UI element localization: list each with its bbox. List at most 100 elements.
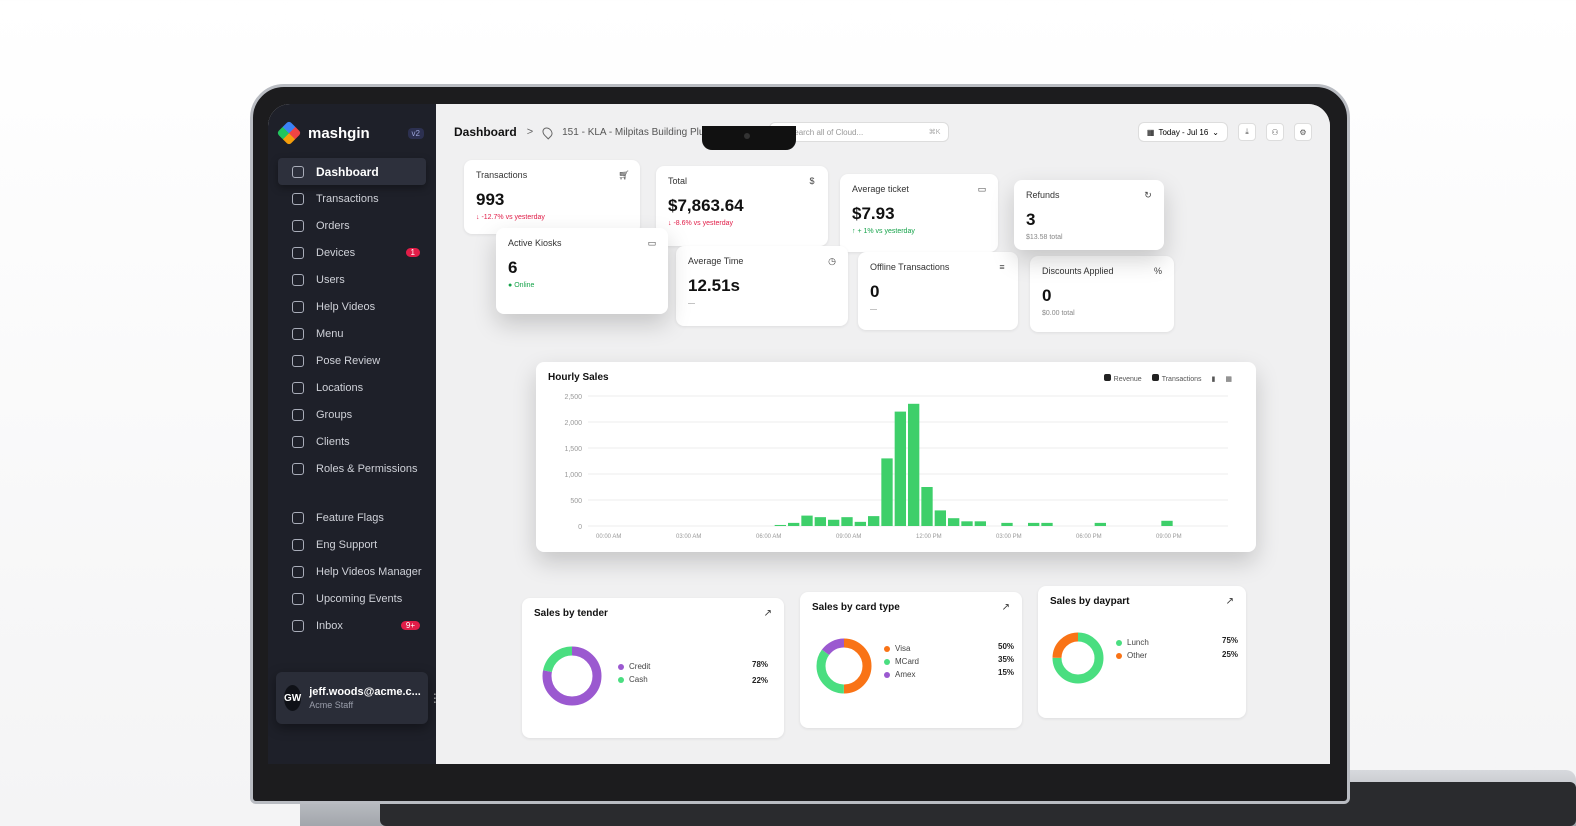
arrow-up-icon: ↑: [852, 228, 858, 235]
sidebar-item-clients[interactable]: Clients: [278, 428, 436, 455]
legend-label: Revenue: [1113, 376, 1142, 383]
video-icon: [292, 565, 304, 578]
clock-icon: ◷: [828, 256, 836, 266]
chart-bar[interactable]: [828, 519, 840, 526]
date-range-picker[interactable]: ▦ Today - Jul 16 ⌄: [1137, 122, 1228, 142]
tender-pct-cash: 22%: [752, 676, 769, 685]
sidebar-item-upcoming-events[interactable]: Upcoming Events: [278, 585, 436, 612]
chart-bar[interactable]: [1001, 522, 1013, 526]
chart-bar[interactable]: [854, 521, 866, 526]
sidebar-item-pose-review[interactable]: Pose Review: [278, 347, 436, 374]
chart-bar[interactable]: [974, 521, 986, 526]
daypart-pct-other: 25%: [1222, 650, 1239, 659]
user-card[interactable]: GW jeff.woods@acme.c... Acme Staff ⋮: [276, 672, 441, 724]
chart-bar[interactable]: [774, 524, 786, 526]
sidebar-item-roles-permissions[interactable]: Roles & Permissions: [278, 455, 436, 482]
sidebar-item-users[interactable]: Users: [278, 266, 436, 293]
sidebar-item-locations[interactable]: Locations: [278, 374, 436, 401]
donut-slice-mcard[interactable]: [816, 638, 872, 694]
legend-label: Amex: [895, 670, 916, 679]
chart-bar[interactable]: [908, 403, 920, 526]
kpi-total[interactable]: Total $ $7,863.64 ↓ -8.6% vs yesterday: [656, 166, 828, 246]
donut-slice-amex[interactable]: [816, 638, 872, 694]
settings-button[interactable]: ⚙: [1294, 123, 1312, 141]
legend-item: Cash: [618, 673, 650, 686]
gear-icon: ⚙: [1299, 127, 1307, 137]
legend-transactions[interactable]: Transactions: [1151, 374, 1202, 383]
search-input[interactable]: ⌕ Search all of Cloud... ⌘K: [769, 122, 950, 142]
external-link-icon[interactable]: ↗: [1001, 602, 1010, 613]
percent-icon: %: [1153, 266, 1162, 276]
kpi-delta: -8.6% vs yesterday: [673, 220, 733, 227]
legend-item: Amex: [884, 668, 919, 681]
sidebar-item-orders[interactable]: Orders: [278, 212, 436, 239]
tender-legend: Credit Cash: [618, 660, 650, 686]
search-shortcut: ⌘K: [928, 129, 941, 136]
sidebar-item-groups[interactable]: Groups: [278, 401, 436, 428]
donut-slice-cash[interactable]: [542, 646, 602, 706]
sidebar-item-inbox[interactable]: Inbox 9+: [278, 612, 436, 639]
chart-bar[interactable]: [1028, 522, 1040, 526]
download-button[interactable]: ⤓: [1238, 123, 1256, 141]
laptop-icon: [292, 246, 304, 259]
sidebar-item-label: Feature Flags: [316, 511, 384, 524]
sidebar-item-label: Groups: [316, 408, 353, 421]
bar-chart-icon[interactable]: ▮: [1211, 375, 1216, 383]
chart-bar[interactable]: [788, 522, 800, 526]
kpi-active-kiosks[interactable]: Active Kiosks ▭ 6 ● Online: [496, 228, 668, 314]
legend-item: Visa: [884, 642, 919, 655]
kpi-transactions[interactable]: Transactions 🛒︎ 993 ↓ -12.7% vs yesterda…: [464, 160, 640, 234]
donut-slice-other[interactable]: [1052, 632, 1104, 684]
chart-bar[interactable]: [841, 517, 853, 526]
sidebar-item-transactions[interactable]: Transactions: [278, 185, 436, 212]
chart-bar[interactable]: [921, 487, 933, 526]
external-link-icon[interactable]: ↗: [763, 608, 772, 619]
kpi-title: Average ticket: [852, 184, 909, 194]
chart-bar[interactable]: [961, 521, 973, 526]
sidebar-item-dashboard[interactable]: Dashboard: [278, 158, 426, 185]
kpi-value: 12.51s: [688, 276, 740, 295]
sidebar-item-menu[interactable]: Menu: [278, 320, 436, 347]
users-button[interactable]: ⚇: [1266, 123, 1284, 141]
x-tick-label: 12:00 PM: [916, 534, 942, 540]
breadcrumb-dashboard[interactable]: Dashboard: [454, 125, 517, 139]
dollar-icon: $: [809, 176, 815, 186]
x-tick-label: 06:00 AM: [756, 534, 781, 540]
chart-bar[interactable]: [934, 510, 946, 526]
sidebar-item-devices[interactable]: Devices 1: [278, 239, 436, 266]
sidebar-item-help-videos[interactable]: Help Videos: [278, 293, 436, 320]
kpi-title: Discounts Applied: [1042, 266, 1114, 276]
daypart-legend: Lunch Other: [1116, 636, 1149, 662]
kpi-offline-transactions[interactable]: Offline Transactions ≡ 0 —: [858, 252, 1018, 330]
sidebar-item-help-videos-manager[interactable]: Help Videos Manager: [278, 558, 436, 585]
chart-bar[interactable]: [868, 516, 880, 526]
kpi-average-ticket[interactable]: Average ticket ▭ $7.93 ↑ + 1% vs yesterd…: [840, 174, 998, 252]
brand[interactable]: mashgin v2: [276, 120, 436, 146]
tender-donut-chart: [542, 646, 602, 706]
chart-bar[interactable]: [801, 515, 813, 526]
table-icon[interactable]: ▦: [1225, 375, 1232, 383]
chart-bar[interactable]: [814, 517, 826, 526]
chart-bar[interactable]: [1161, 520, 1173, 526]
kpi-average-time[interactable]: Average Time ◷ 12.51s —: [676, 246, 848, 326]
receipt-icon: [292, 192, 304, 205]
avatar: GW: [284, 685, 302, 711]
chart-bar[interactable]: [1041, 522, 1053, 526]
breadcrumb-location[interactable]: 151 - KLA - Milpitas Building Plus: [562, 126, 710, 138]
chart-bar[interactable]: [948, 518, 960, 526]
sidebar-item-label: Roles & Permissions: [316, 462, 418, 475]
external-link-icon[interactable]: ↗: [1225, 596, 1234, 607]
arrow-down-icon: ↓: [668, 220, 674, 227]
legend-revenue[interactable]: Revenue: [1103, 374, 1142, 383]
chart-bar[interactable]: [881, 458, 893, 526]
chart-bar[interactable]: [1094, 522, 1106, 526]
legend-dot-icon: [884, 658, 890, 665]
checkbox-icon: [1151, 374, 1159, 381]
sidebar-item-feature-flags[interactable]: Feature Flags: [278, 504, 436, 531]
kpi-refunds[interactable]: Refunds ↻ 3 $13.58 total: [1014, 180, 1164, 250]
kpi-discounts-applied[interactable]: Discounts Applied % 0 $0.00 total: [1030, 256, 1174, 332]
card-title: Sales by card type: [812, 602, 900, 613]
sidebar-item-eng-support[interactable]: Eng Support: [278, 531, 436, 558]
chart-bar[interactable]: [894, 411, 906, 526]
legend-dot-icon: [618, 663, 624, 670]
